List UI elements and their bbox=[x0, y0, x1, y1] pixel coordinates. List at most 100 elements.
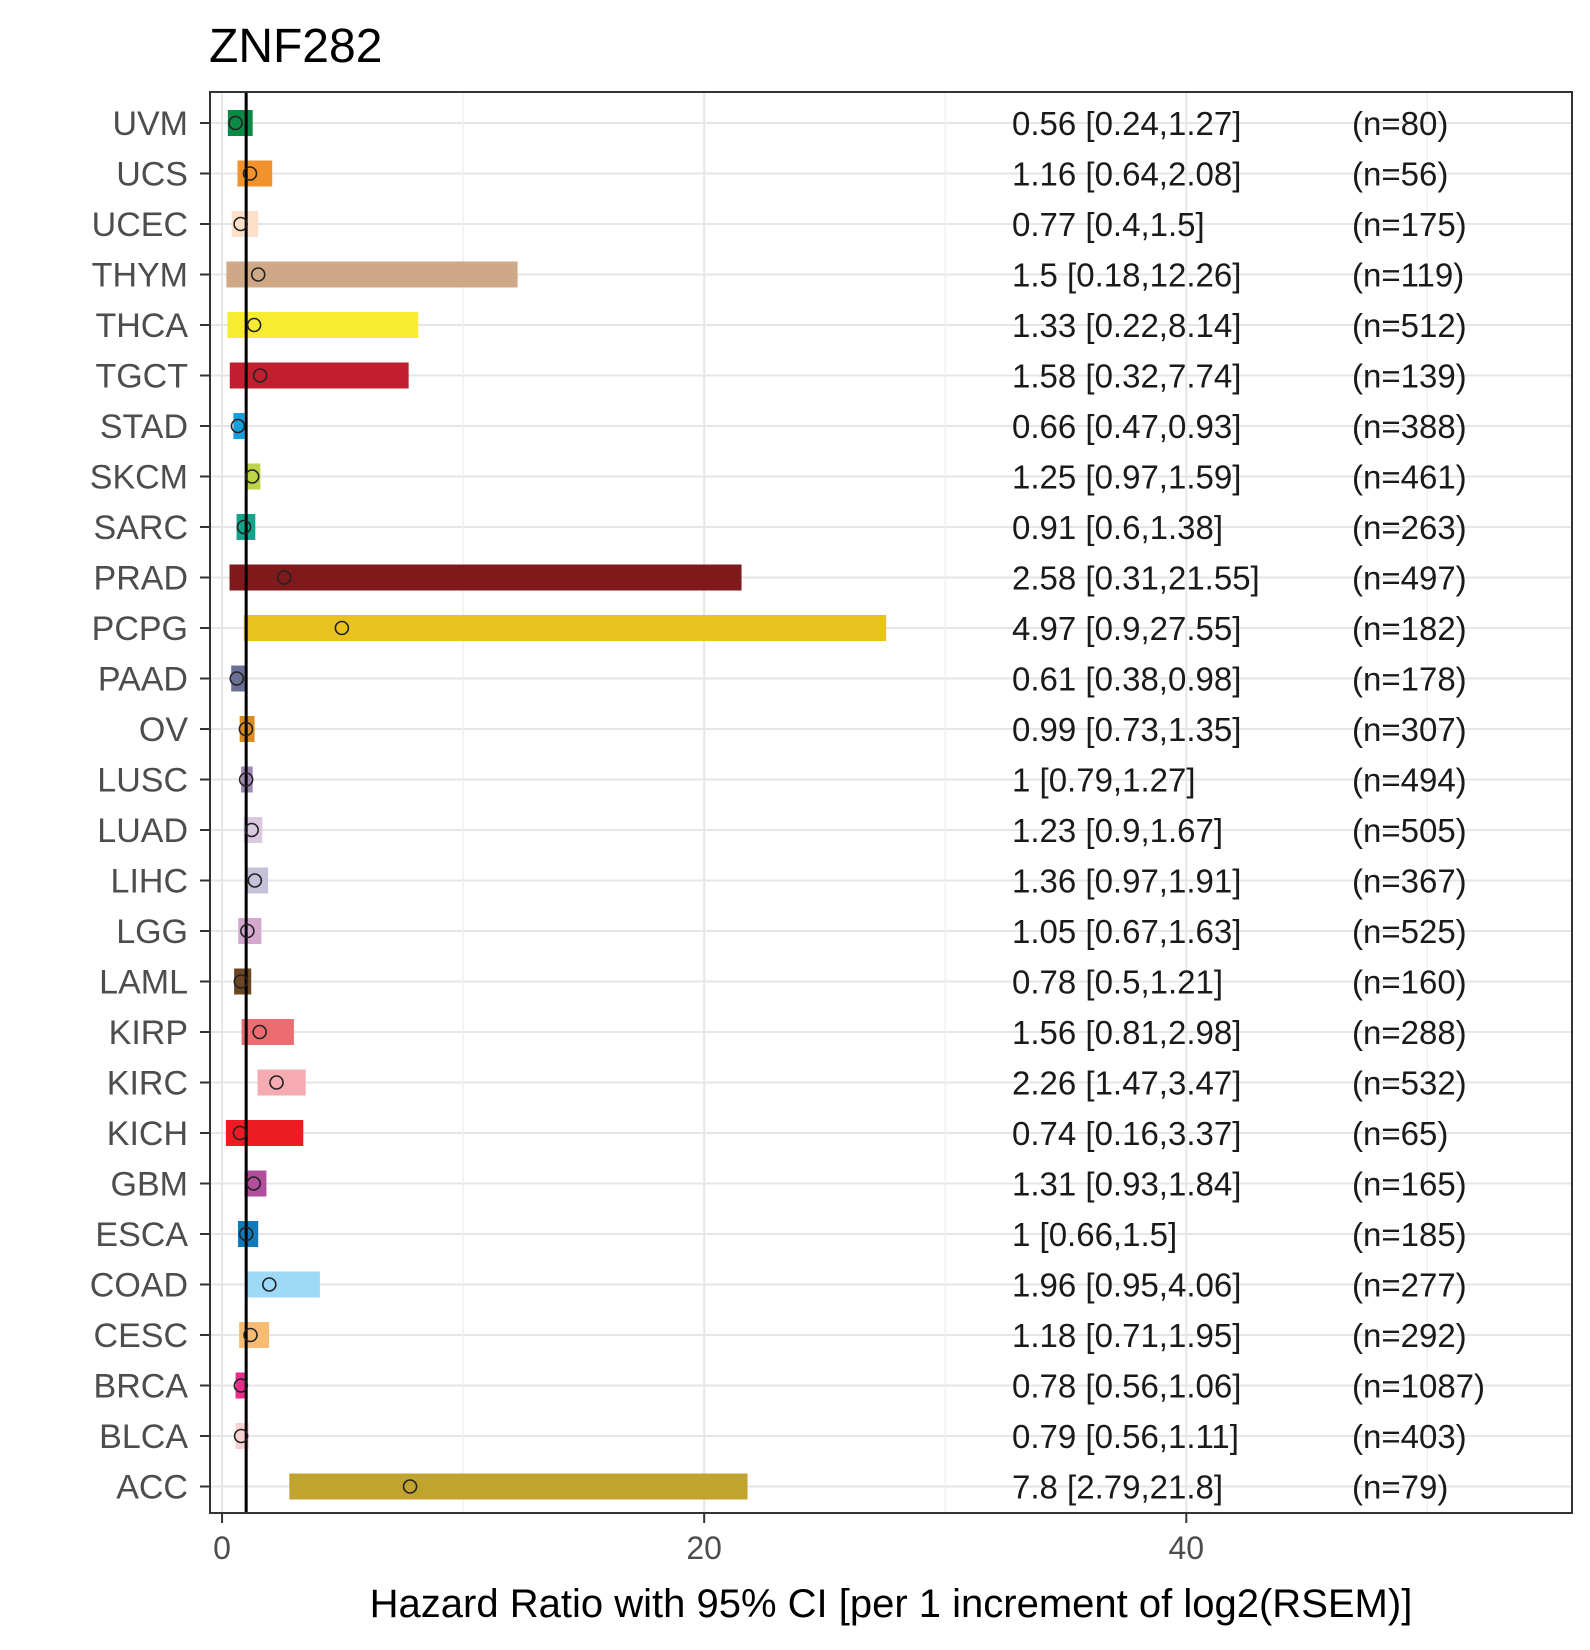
hr-point-lgg bbox=[240, 923, 255, 939]
category-label: UVM bbox=[112, 105, 188, 143]
n-text: (n=56) bbox=[1352, 156, 1448, 193]
category-label: THYM bbox=[92, 257, 188, 295]
category-label: CESC bbox=[94, 1317, 188, 1355]
n-text: (n=288) bbox=[1352, 1014, 1467, 1051]
ci-bar-kich bbox=[225, 1120, 304, 1146]
hr-point-tgct bbox=[252, 368, 268, 383]
ci-bar-lgg bbox=[238, 918, 262, 944]
category-label: STAD bbox=[100, 408, 188, 446]
hr-point-brca bbox=[233, 1378, 249, 1393]
hr-point-acc bbox=[402, 1479, 418, 1494]
ci-text: 1.31 [0.93,1.84] bbox=[1012, 1166, 1241, 1203]
hr-point-stad bbox=[230, 418, 246, 434]
hr-point-sarc bbox=[236, 519, 252, 535]
category-label: UCEC bbox=[92, 206, 188, 244]
hr-point-cesc bbox=[243, 1327, 258, 1343]
category-label: PCPG bbox=[92, 610, 188, 648]
ci-bar-ucs bbox=[237, 160, 273, 187]
ci-text: 0.79 [0.56,1.11] bbox=[1012, 1418, 1239, 1455]
ci-text: 1.58 [0.32,7.74] bbox=[1012, 358, 1241, 395]
hr-point-thym bbox=[250, 267, 266, 282]
ci-text: 1.5 [0.18,12.26] bbox=[1012, 257, 1241, 294]
n-text: (n=367) bbox=[1352, 863, 1467, 900]
category-label: ACC bbox=[116, 1469, 188, 1507]
hr-point-kich bbox=[232, 1125, 248, 1141]
n-text: (n=178) bbox=[1352, 661, 1467, 698]
hr-point-luad bbox=[244, 822, 260, 838]
ci-bars bbox=[225, 110, 887, 1500]
ci-bar-lihc bbox=[245, 867, 269, 894]
ci-text: 1.18 [0.71,1.95] bbox=[1012, 1317, 1241, 1354]
category-label: GBM bbox=[111, 1166, 188, 1204]
row-annotations: 0.56 [0.24,1.27] (n=80) 1.16 [0.64,2.08] (n… bbox=[1012, 105, 1485, 1506]
ci-bar-kirc bbox=[257, 1069, 306, 1096]
ci-bar-coad bbox=[244, 1271, 320, 1298]
ci-text: 1.56 [0.81,2.98] bbox=[1012, 1014, 1241, 1051]
ci-text: 2.26 [1.47,3.47] bbox=[1012, 1065, 1241, 1102]
x-tick-label: 20 bbox=[686, 1530, 722, 1566]
hr-point-ucs bbox=[242, 166, 258, 181]
n-text: (n=512) bbox=[1352, 307, 1467, 344]
hr-point-coad bbox=[262, 1277, 277, 1292]
n-text: (n=403) bbox=[1352, 1418, 1467, 1455]
ci-text: 0.77 [0.4,1.5] bbox=[1012, 206, 1205, 243]
n-text: (n=165) bbox=[1352, 1166, 1467, 1203]
category-label: SARC bbox=[94, 509, 188, 547]
ci-bar-stad bbox=[233, 413, 245, 439]
category-label: LIHC bbox=[111, 863, 188, 901]
category-label: SKCM bbox=[90, 459, 188, 497]
hr-point-kirc bbox=[269, 1075, 284, 1090]
ci-text: 1.36 [0.97,1.91] bbox=[1012, 863, 1241, 900]
x-axis: 0 20 40 bbox=[213, 1513, 1204, 1566]
n-text: (n=80) bbox=[1352, 105, 1448, 142]
x-axis-label: Hazard Ratio with 95% CI [per 1 incremen… bbox=[370, 1582, 1413, 1626]
n-text: (n=65) bbox=[1352, 1115, 1448, 1152]
category-label: LGG bbox=[116, 913, 188, 951]
category-label: PRAD bbox=[94, 560, 188, 598]
category-label: THCA bbox=[95, 307, 188, 345]
chart-title: ZNF282 bbox=[209, 20, 382, 73]
hr-point-gbm bbox=[246, 1176, 261, 1191]
ci-text: 7.8 [2.79,21.8] bbox=[1012, 1469, 1223, 1506]
n-text: (n=79) bbox=[1352, 1469, 1448, 1506]
ci-text: 0.74 [0.16,3.37] bbox=[1012, 1115, 1241, 1152]
hr-point-paad bbox=[229, 671, 245, 686]
ci-bar-tgct bbox=[229, 362, 409, 389]
category-label: OV bbox=[139, 711, 188, 749]
category-label: TGCT bbox=[95, 358, 188, 396]
n-text: (n=175) bbox=[1352, 206, 1467, 243]
ci-text: 1.33 [0.22,8.14] bbox=[1012, 307, 1241, 344]
ci-text: 1.23 [0.9,1.67] bbox=[1012, 812, 1223, 849]
ci-bar-thca bbox=[227, 312, 419, 338]
category-label: BRCA bbox=[94, 1368, 189, 1406]
n-text: (n=185) bbox=[1352, 1216, 1467, 1253]
ci-text: 0.61 [0.38,0.98] bbox=[1012, 661, 1241, 698]
ci-bar-pcpg bbox=[243, 615, 887, 641]
n-text: (n=182) bbox=[1352, 610, 1467, 647]
category-label: ESCA bbox=[95, 1216, 188, 1254]
n-text: (n=139) bbox=[1352, 358, 1467, 395]
ci-bar-thym bbox=[226, 261, 518, 288]
n-text: (n=532) bbox=[1352, 1065, 1467, 1102]
n-text: (n=119) bbox=[1352, 257, 1464, 294]
ci-bar-kirp bbox=[241, 1019, 294, 1045]
ci-text: 1 [0.79,1.27] bbox=[1012, 762, 1195, 799]
ci-text: 2.58 [0.31,21.55] bbox=[1012, 560, 1260, 597]
n-text: (n=277) bbox=[1352, 1267, 1467, 1304]
category-label: LUAD bbox=[97, 812, 188, 850]
ci-bar-gbm bbox=[244, 1170, 267, 1197]
n-text: (n=461) bbox=[1352, 459, 1467, 496]
ci-text: 0.78 [0.56,1.06] bbox=[1012, 1368, 1241, 1405]
x-tick-label: 40 bbox=[1169, 1530, 1205, 1566]
n-text: (n=263) bbox=[1352, 509, 1467, 546]
ci-bar-prad bbox=[229, 564, 742, 591]
hr-point-ucec bbox=[233, 216, 248, 232]
hr-point-pcpg bbox=[334, 620, 350, 636]
ci-text: 1.25 [0.97,1.59] bbox=[1012, 459, 1241, 496]
ci-text: 0.91 [0.6,1.38] bbox=[1012, 509, 1223, 546]
category-label: KICH bbox=[107, 1115, 188, 1153]
ci-text: 0.78 [0.5,1.21] bbox=[1012, 964, 1223, 1001]
ci-bar-acc bbox=[289, 1473, 748, 1500]
ci-text: 4.97 [0.9,27.55] bbox=[1012, 610, 1241, 647]
hr-point-esca bbox=[238, 1226, 254, 1242]
